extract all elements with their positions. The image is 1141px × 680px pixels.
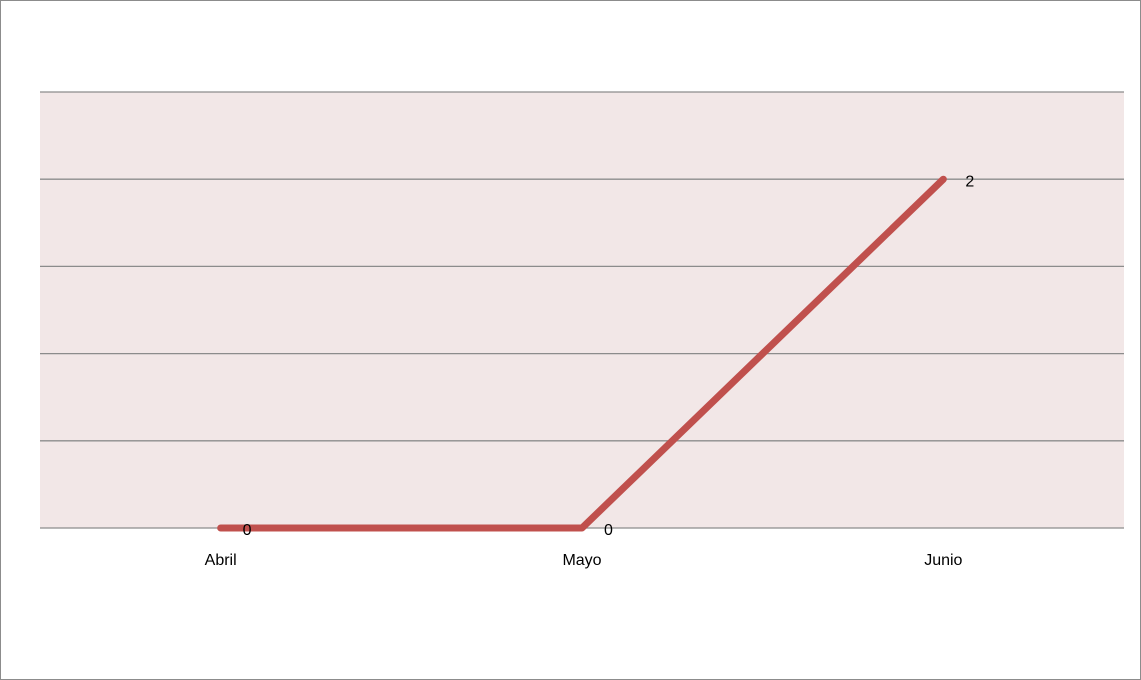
data-label: 0 bbox=[243, 522, 252, 539]
data-label: 2 bbox=[965, 173, 974, 190]
data-line bbox=[217, 175, 947, 532]
plot-area bbox=[40, 92, 1124, 528]
data-label: 0 bbox=[604, 522, 613, 539]
x-tick-label: Mayo bbox=[562, 552, 601, 569]
x-tick-label: Abril bbox=[205, 552, 237, 569]
x-tick-label: Junio bbox=[924, 552, 962, 569]
